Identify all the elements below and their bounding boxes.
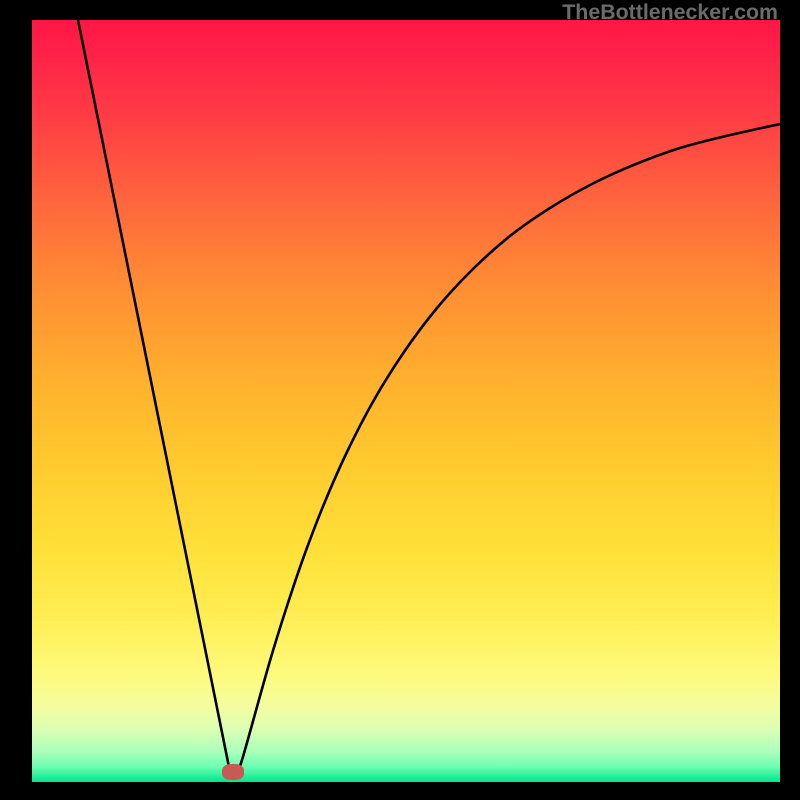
chart-border-bottom (0, 782, 800, 800)
watermark-text: TheBottlenecker.com (562, 0, 778, 25)
minimum-marker (222, 764, 244, 780)
chart-border-left (0, 0, 32, 800)
chart-canvas: TheBottlenecker.com (0, 0, 800, 800)
chart-border-right (780, 0, 800, 800)
curve-left-branch (78, 20, 230, 772)
curve-right-branch (237, 124, 780, 774)
bottleneck-curve (32, 20, 780, 782)
plot-area (32, 20, 780, 782)
